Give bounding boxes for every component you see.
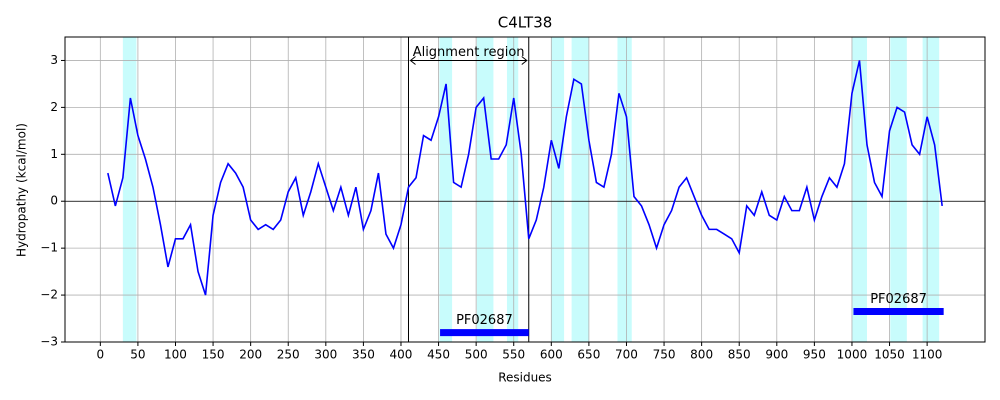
y-tick-label: −3 [40, 335, 58, 349]
x-tick-label: 800 [690, 348, 713, 362]
x-tick-label: 1050 [874, 348, 905, 362]
x-tick-label: 550 [502, 348, 525, 362]
plot-frame [64, 36, 986, 343]
y-tick-label: −2 [40, 288, 58, 302]
y-tick-label: 0 [50, 194, 58, 208]
x-tick-label: 850 [728, 348, 751, 362]
x-tick-label: 750 [653, 348, 676, 362]
domain-bar [853, 308, 944, 315]
x-tick-label: 450 [427, 348, 450, 362]
y-tick-label: 1 [50, 147, 58, 161]
hydrophobic-region [122, 37, 137, 342]
x-tick-label: 700 [615, 348, 638, 362]
x-tick-label: 50 [130, 348, 145, 362]
hydrophobic-region [551, 37, 565, 342]
domain-label: PF02687 [456, 313, 513, 328]
y-tick-label: −1 [40, 241, 58, 255]
x-axis-label: Residues [498, 371, 552, 385]
arrow-head [409, 56, 416, 65]
x-tick-label: 600 [540, 348, 563, 362]
hydrophobic-region [439, 37, 453, 342]
x-tick-label: 1100 [912, 348, 943, 362]
domain-bar [440, 329, 529, 337]
y-tick-label: 2 [50, 100, 58, 114]
x-tick-label: 150 [202, 348, 225, 362]
x-tick-label: 500 [465, 348, 488, 362]
x-tick-label: 350 [352, 348, 375, 362]
x-tick-label: 100 [164, 348, 187, 362]
x-tick-label: 950 [803, 348, 826, 362]
y-tick-label: 3 [50, 53, 58, 67]
y-axis-label: Hydropathy (kcal/mol) [15, 123, 29, 257]
hydropathy-line [107, 60, 943, 296]
arrow-head [521, 56, 528, 65]
x-tick-label: 400 [390, 348, 413, 362]
domain-label: PF02687 [870, 292, 927, 307]
alignment-label: Alignment region [413, 45, 525, 60]
x-tick-label: 250 [277, 348, 300, 362]
hydrophobic-region [617, 37, 632, 342]
hydrophobic-region [476, 37, 494, 342]
chart-title: C4LT38 [498, 14, 553, 32]
x-tick-label: 1000 [837, 348, 868, 362]
hydrophobic-region [506, 37, 519, 342]
x-tick-label: 900 [765, 348, 788, 362]
x-tick-label: 200 [239, 348, 262, 362]
x-tick-label: 650 [577, 348, 600, 362]
x-tick-label: 300 [314, 348, 337, 362]
x-tick-label: 0 [97, 348, 105, 362]
hydrophobic-region [851, 37, 867, 342]
